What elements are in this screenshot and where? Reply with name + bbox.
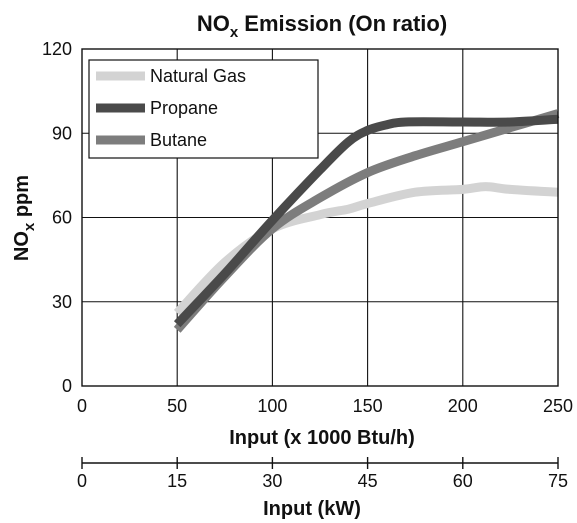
- secondary-x-tick-label: 0: [77, 471, 87, 491]
- secondary-x-tick-label: 30: [262, 471, 282, 491]
- x-tick-label: 200: [448, 396, 478, 416]
- y-tick-label: 90: [52, 123, 72, 143]
- x-tick-label: 50: [167, 396, 187, 416]
- y-tick-label: 0: [62, 376, 72, 396]
- series-group: [173, 109, 560, 333]
- y-axis-title: NOx ppm: [11, 175, 38, 261]
- title-main: NO: [197, 11, 230, 36]
- legend-label-natural-gas: Natural Gas: [150, 66, 246, 86]
- title-subscript: x: [230, 24, 239, 41]
- secondary-x-axis-title: Input (kW): [263, 498, 361, 520]
- y-axis-ticks: 0 30 60 90 120: [42, 39, 72, 396]
- y-axis-title-rest: ppm: [11, 175, 33, 223]
- x-tick-label: 0: [77, 396, 87, 416]
- x-tick-label: 100: [257, 396, 287, 416]
- secondary-x-tick-label: 45: [358, 471, 378, 491]
- legend: Natural Gas Propane Butane: [88, 59, 319, 159]
- x-tick-label: 150: [353, 396, 383, 416]
- x-axis-title: Input (x 1000 Btu/h): [229, 427, 415, 449]
- secondary-x-tick-label: 15: [167, 471, 187, 491]
- x-axis-ticks: 0 50 100 150 200 250: [77, 396, 573, 416]
- title-rest: Emission (On ratio): [238, 11, 447, 36]
- plot-frame: [81, 48, 559, 387]
- y-tick-label: 30: [52, 292, 72, 312]
- series-line-propane: [173, 114, 559, 328]
- y-axis-title-subscript: x: [21, 222, 38, 231]
- y-tick-label: 60: [52, 208, 72, 228]
- x-tick-label: 250: [543, 396, 573, 416]
- y-tick-label: 120: [42, 39, 72, 59]
- secondary-x-tick-label: 60: [453, 471, 473, 491]
- legend-label-butane: Butane: [150, 130, 207, 150]
- chart-title: NOx Emission (On ratio): [197, 11, 447, 41]
- legend-label-propane: Propane: [150, 98, 218, 118]
- secondary-x-axis-ticks: 0 15 30 45 60 75: [77, 457, 568, 491]
- secondary-x-tick-label: 75: [548, 471, 568, 491]
- y-axis-title-main: NO: [11, 231, 33, 261]
